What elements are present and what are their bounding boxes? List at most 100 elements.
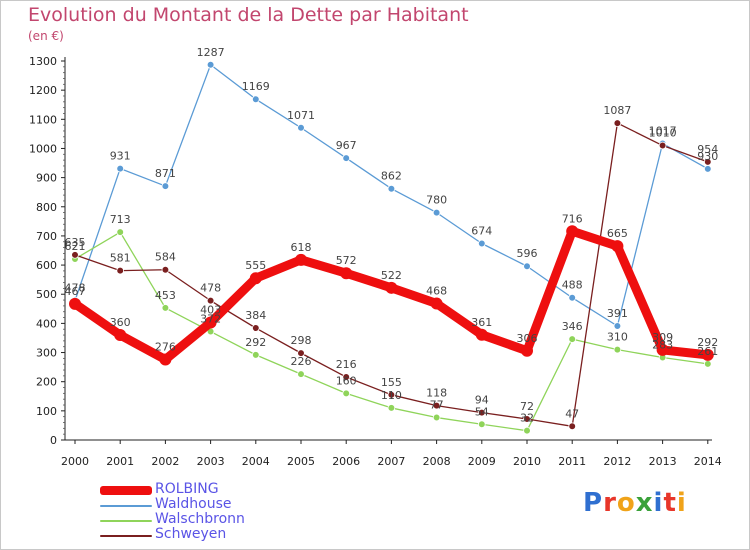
- data-point: [613, 322, 622, 330]
- legend-swatch: [100, 520, 152, 522]
- data-label: 871: [155, 167, 176, 180]
- data-point: [116, 164, 124, 173]
- data-point: [568, 422, 576, 431]
- data-label: 1287: [197, 46, 225, 59]
- data-label: 572: [336, 254, 357, 267]
- data-label: 160: [336, 374, 357, 387]
- data-point: [206, 296, 215, 305]
- data-point: [703, 360, 712, 368]
- data-point: [568, 293, 576, 302]
- x-tick-label: 2011: [558, 455, 586, 468]
- data-point: [69, 297, 81, 310]
- data-point: [159, 353, 172, 366]
- data-point: [432, 401, 441, 410]
- data-label: 618: [291, 241, 312, 254]
- data-label: 453: [155, 289, 176, 302]
- data-point: [477, 420, 486, 429]
- data-label: 488: [562, 279, 583, 292]
- x-tick-label: 2001: [106, 455, 134, 468]
- logo-letter: x: [635, 488, 654, 518]
- data-label: 716: [562, 212, 583, 225]
- data-point: [521, 344, 533, 357]
- data-point: [523, 426, 531, 435]
- data-label: 216: [336, 358, 357, 371]
- data-label: 391: [607, 307, 628, 320]
- data-label: 306: [517, 332, 538, 345]
- x-tick-label: 2009: [468, 455, 496, 468]
- y-tick-label: 1200: [29, 84, 57, 97]
- data-label: 298: [291, 334, 312, 347]
- chart-title: Evolution du Montant de la Dette par Hab…: [28, 4, 469, 26]
- y-tick-label: 800: [36, 201, 57, 214]
- data-point: [297, 370, 305, 378]
- data-point: [387, 184, 396, 193]
- data-point: [523, 415, 531, 423]
- y-tick-label: 700: [36, 230, 57, 243]
- data-point: [566, 225, 579, 238]
- data-label: 72: [520, 400, 534, 413]
- legend-label: ROLBING: [155, 481, 219, 497]
- data-label: 32: [520, 412, 534, 425]
- data-point: [342, 154, 351, 162]
- data-point: [297, 123, 305, 132]
- data-point: [656, 343, 669, 356]
- data-label: 1169: [242, 80, 270, 93]
- data-label: 467: [65, 285, 86, 298]
- data-label: 1017: [649, 125, 677, 138]
- chart-unit: (en €): [28, 29, 64, 43]
- data-label: 47: [565, 407, 579, 420]
- data-point: [613, 119, 622, 127]
- data-point: [387, 404, 396, 412]
- data-point: [252, 351, 260, 359]
- data-label: 931: [110, 150, 131, 163]
- data-label: 1087: [603, 104, 631, 117]
- data-label: 780: [426, 194, 447, 207]
- x-tick-label: 2002: [151, 455, 179, 468]
- data-label: 261: [697, 345, 718, 358]
- data-label: 967: [336, 139, 357, 152]
- data-point: [477, 408, 486, 417]
- logo-letter: r: [603, 488, 617, 518]
- data-label: 346: [562, 320, 583, 333]
- data-point: [340, 267, 353, 280]
- y-tick-label: 1300: [29, 55, 57, 68]
- data-point: [611, 240, 624, 253]
- x-tick-label: 2014: [694, 455, 722, 468]
- legend-label: Waldhouse: [155, 496, 232, 512]
- data-label: 309: [652, 331, 673, 344]
- data-point: [252, 95, 260, 103]
- x-tick-label: 2000: [61, 455, 89, 468]
- data-point: [568, 335, 576, 343]
- data-point: [703, 165, 712, 173]
- data-label: 635: [65, 236, 86, 249]
- logo-letter: t: [663, 488, 677, 518]
- x-tick-label: 2007: [377, 455, 405, 468]
- data-label: 118: [426, 387, 447, 400]
- x-tick-label: 2003: [197, 455, 225, 468]
- legend-label: Walschbronn: [155, 511, 245, 527]
- data-point: [703, 158, 712, 166]
- data-point: [161, 265, 170, 274]
- proxiti-logo: Proxiti: [583, 488, 687, 518]
- data-label: 226: [291, 355, 312, 368]
- data-label: 155: [381, 376, 402, 389]
- y-tick-label: 600: [36, 259, 57, 272]
- data-label: 555: [245, 259, 266, 272]
- data-point: [342, 389, 351, 398]
- data-label: 403: [200, 304, 221, 317]
- legend-swatch: [100, 505, 152, 507]
- logo-letter: P: [583, 488, 604, 518]
- y-tick-label: 500: [36, 288, 57, 301]
- data-label: 110: [381, 389, 402, 402]
- data-label: 283: [652, 338, 673, 351]
- data-label: 384: [245, 309, 266, 322]
- logo-letter: o: [616, 488, 636, 518]
- data-label: 372: [200, 313, 221, 326]
- data-label: 665: [607, 227, 628, 240]
- data-label: 468: [426, 285, 447, 298]
- legend-swatch: [100, 535, 152, 537]
- y-tick-label: 100: [36, 405, 57, 418]
- data-point: [71, 251, 79, 259]
